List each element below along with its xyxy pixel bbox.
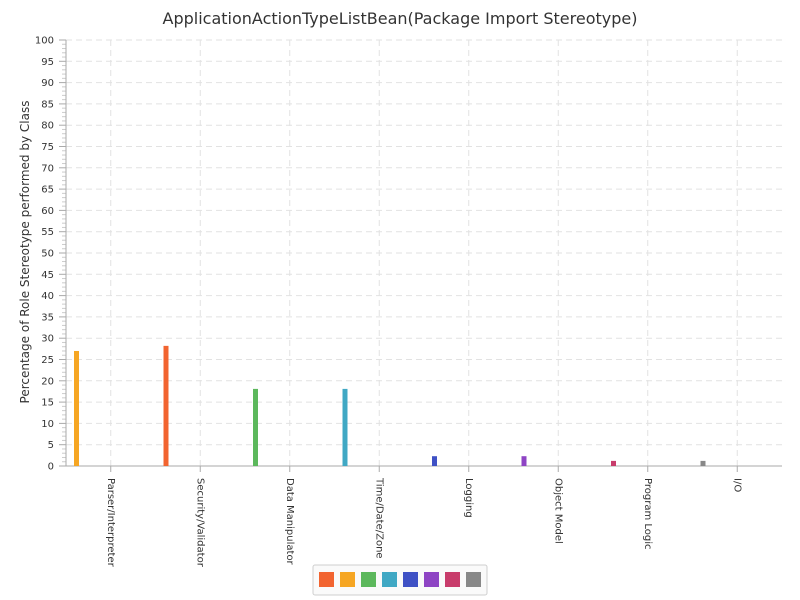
y-tick-label: 25	[41, 355, 54, 366]
y-tick-label: 50	[41, 249, 54, 260]
gridlines	[66, 39, 782, 466]
y-tick-label: 80	[41, 121, 54, 132]
y-tick-labels: 0 5 10 15 20 25 30 35 40 45 50 55 60 65 70 75 80 85 90 95 10…	[35, 36, 54, 473]
y-tick-label: 5	[48, 440, 54, 451]
y-tick-label: 20	[41, 376, 54, 387]
bar	[432, 456, 437, 466]
axes	[59, 39, 782, 472]
x-tick-label: Object Model	[552, 478, 563, 544]
x-tick-label: Data Manipulator	[284, 478, 295, 566]
legend-swatch	[319, 572, 334, 587]
y-tick-label: 10	[41, 419, 54, 430]
y-tick-label: 30	[41, 334, 54, 345]
y-tick-label: 15	[41, 398, 54, 409]
bar	[611, 460, 616, 466]
x-tick-label: Security/Validator	[194, 478, 205, 568]
x-tick-label: I/O	[731, 478, 742, 492]
x-tick-labels: Parser/Interpreter Security/Validator Data…	[105, 477, 743, 568]
legend	[312, 564, 488, 596]
bar	[163, 345, 169, 466]
chart-title: ApplicationActionTypeListBean(Package Im…	[163, 9, 638, 28]
bar	[342, 388, 348, 466]
y-tick-label: 95	[41, 57, 54, 68]
x-tick-label: Time/Date/Zone	[373, 477, 384, 559]
y-tick-label: 75	[41, 142, 54, 153]
legend-swatch	[361, 572, 376, 587]
legend-swatch	[382, 572, 397, 587]
legend-swatch	[424, 572, 439, 587]
legend-swatch	[445, 572, 460, 587]
bar	[521, 456, 527, 466]
y-tick-label: 70	[41, 163, 54, 174]
bars	[74, 345, 706, 466]
bar	[700, 460, 706, 466]
legend-swatch	[466, 572, 481, 587]
bar	[74, 350, 79, 466]
x-tick-label: Logging	[463, 478, 474, 518]
legend-box	[312, 564, 488, 596]
bar	[253, 388, 258, 466]
legend-swatch	[403, 572, 418, 587]
y-tick-label: 100	[35, 36, 54, 47]
y-tick-label: 40	[41, 291, 54, 302]
y-tick-label: 65	[41, 185, 54, 196]
x-tick-label: Parser/Interpreter	[105, 478, 116, 568]
legend-swatch	[340, 572, 355, 587]
y-tick-label: 35	[41, 312, 54, 323]
y-tick-label: 60	[41, 206, 54, 217]
y-tick-label: 85	[41, 99, 54, 110]
y-tick-label: 55	[41, 227, 54, 238]
y-axis-label: Percentage of Role Stereotype performed …	[18, 101, 32, 404]
y-tick-label: 45	[41, 270, 54, 281]
x-tick-label: Program Logic	[642, 478, 653, 550]
y-tick-label: 0	[48, 462, 54, 473]
y-tick-label: 90	[41, 78, 54, 89]
